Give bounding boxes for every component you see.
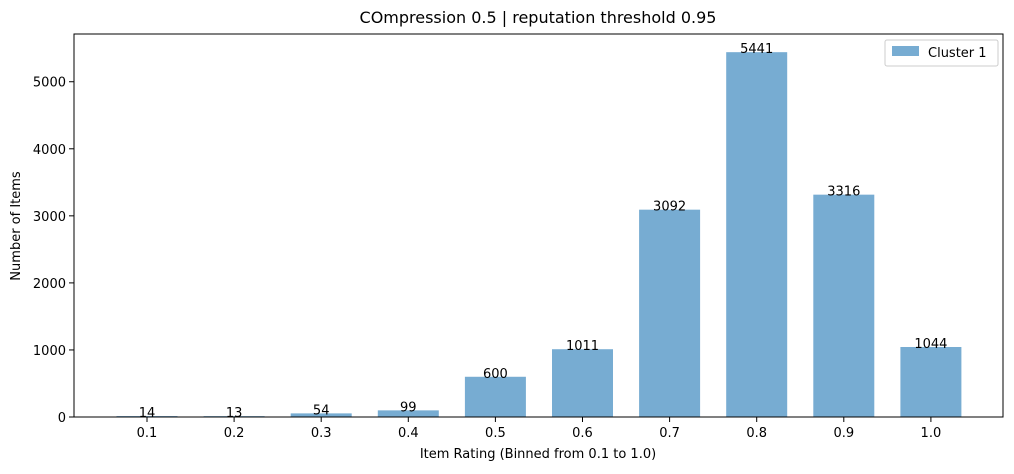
x-tick-label-0.7: 0.7 [659, 426, 680, 441]
y-axis-label: Number of Items [9, 171, 24, 281]
legend-swatch [892, 46, 919, 56]
x-axis-label: Item Rating (Binned from 0.1 to 1.0) [420, 447, 656, 462]
data-label-0.8: 5441 [740, 42, 773, 57]
y-tick-label-2000: 2000 [33, 277, 66, 292]
bar-1.0 [900, 346, 962, 417]
data-label-1.0: 1044 [914, 337, 947, 352]
bar-0.9 [813, 194, 875, 417]
bars-layer [116, 52, 962, 417]
data-label-0.7: 3092 [653, 200, 686, 215]
legend-label: Cluster 1 [928, 46, 987, 61]
x-tick-label-0.2: 0.2 [224, 426, 245, 441]
x-tick-label-0.9: 0.9 [833, 426, 854, 441]
data-label-0.4: 99 [400, 400, 417, 415]
y-tick-label-4000: 4000 [33, 143, 66, 158]
bar-0.3 [290, 413, 352, 417]
legend: Cluster 1 [884, 39, 999, 67]
y-tick-label-5000: 5000 [33, 76, 66, 91]
bar-0.8 [726, 52, 788, 417]
x-tick-label-0.5: 0.5 [485, 426, 506, 441]
x-tick-label-0.3: 0.3 [311, 426, 332, 441]
plot-frame [73, 33, 1004, 418]
data-label-0.6: 1011 [566, 339, 599, 354]
x-axis-ticks: 0.1 0.2 0.3 0.4 0.5 0.6 0.7 0.8 0.9 1.0 [137, 417, 942, 441]
bar-0.6 [552, 349, 613, 417]
data-label-0.3: 54 [313, 403, 330, 418]
x-tick-label-0.4: 0.4 [398, 426, 419, 441]
y-axis-ticks: 0 1000 2000 3000 4000 5000 [33, 76, 74, 426]
x-tick-label-0.1: 0.1 [137, 426, 158, 441]
chart-title: COmpression 0.5 | reputation threshold 0… [360, 8, 717, 27]
y-tick-label-1000: 1000 [33, 344, 66, 359]
data-label-0.9: 3316 [827, 185, 860, 200]
bar-0.4 [377, 410, 439, 417]
bar-0.5 [464, 376, 526, 417]
x-tick-label-1.0: 1.0 [921, 426, 942, 441]
y-tick-label-0: 0 [58, 411, 66, 426]
x-tick-label-0.6: 0.6 [572, 426, 593, 441]
x-tick-label-0.8: 0.8 [746, 426, 767, 441]
y-tick-label-3000: 3000 [33, 210, 66, 225]
bar-0.7 [639, 209, 701, 417]
data-label-0.5: 600 [483, 367, 508, 382]
